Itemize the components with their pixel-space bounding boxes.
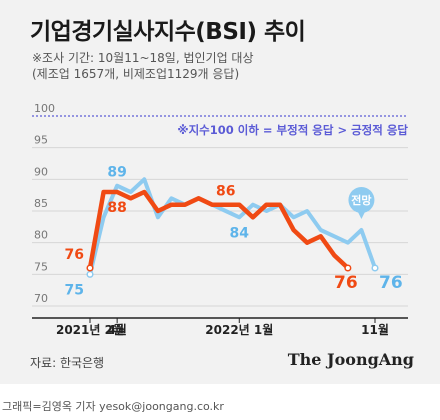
data-label: 88 [107,200,126,216]
brand-logo: The JoongAng [287,350,414,369]
subtitle-respondents: (제조업 1657개, 비제조업1129개 응답) [32,67,240,81]
data-label: 86 [216,184,235,200]
data-label: 84 [230,225,250,241]
graphic-credit: 그래픽=김영옥 기자 yesok@joongang.co.kr [2,400,224,413]
y-tick-label: 85 [34,197,48,210]
y-tick-label: 70 [34,292,48,305]
y-tick-label: 100 [34,102,55,115]
forecast-callout-pointer [357,211,366,219]
y-tick-label: 90 [34,165,48,178]
x-tick-label: 2022년 1월 [205,322,273,337]
forecast-callout-bubble [348,187,375,213]
x-tick-label: 4월 [107,322,126,337]
data-label: 75 [65,282,84,298]
reference-note: ※지수100 이하 = 부정적 응답 > 긍정적 응답 [177,123,408,137]
x-tick-label: 2021년 2월 [56,322,124,337]
series-line-0 [88,177,377,277]
subtitle-period: ※조사 기간: 10월11~18일, 법인기업 대상 [32,51,254,65]
y-tick-label: 95 [34,134,48,147]
x-tick-label: 11월 [361,322,389,337]
series-line-1 [87,189,351,271]
page-title: 기업경기실사지수(BSI) 추이 [30,19,306,45]
series-point-1 [344,264,352,272]
y-tick-label: 80 [34,229,48,242]
data-label: 76 [65,247,84,263]
data-label: 76 [334,273,358,293]
forecast-callout-label: 전망 [351,193,371,207]
bsi-line-chart: 70 75 80 85 90 95 100 ※지수100 이하 = 부정적 응답 > 긍정적 … [32,102,408,337]
data-label: 76 [379,273,403,293]
y-tick-label: 75 [34,260,48,273]
series-point-0 [86,270,94,278]
series-point-1 [86,264,94,272]
source-note: 자료: 한국은행 [30,356,105,370]
data-label: 89 [107,165,126,181]
series-point-0 [371,264,379,272]
